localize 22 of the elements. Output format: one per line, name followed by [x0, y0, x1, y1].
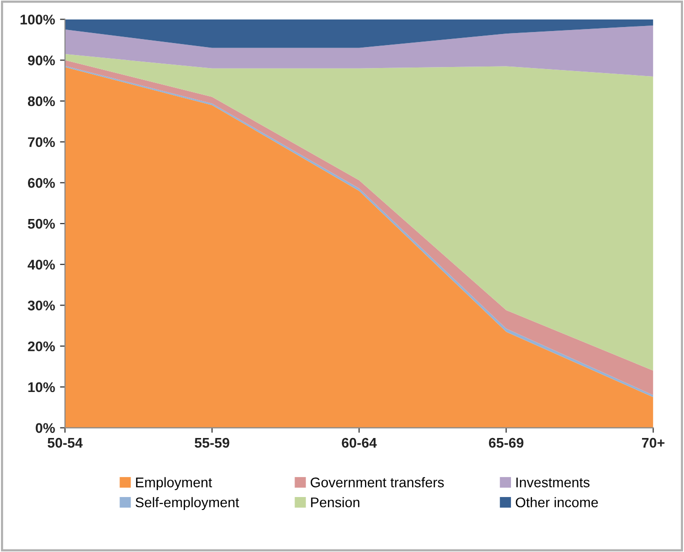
y-tick-label: 90%: [28, 56, 55, 66]
x-tick-label: 50-54: [48, 438, 83, 448]
legend-label: Pension: [311, 497, 360, 508]
y-tick-label: 10%: [28, 382, 55, 392]
legend-label: Employment: [136, 477, 212, 490]
y-tick-label: 40%: [28, 260, 55, 270]
x-tick-label: 65-69: [488, 438, 524, 448]
x-tick-label: 60-64: [342, 438, 377, 448]
y-tick-label: 80%: [28, 96, 55, 106]
y-tick-label: 50%: [28, 218, 55, 229]
y-tick-label: 60%: [28, 178, 55, 188]
x-tick-label: 70+: [642, 438, 664, 448]
y-tick-label: 100%: [20, 14, 55, 24]
legend-label: Other income: [516, 497, 598, 508]
y-tick-label: 0%: [36, 423, 55, 433]
x-tick-label: 55-59: [194, 438, 230, 448]
legend-label: Government transfers: [310, 477, 444, 488]
y-tick-label: 20%: [28, 341, 55, 352]
y-tick-label: 70%: [28, 137, 55, 148]
y-tick-label: 30%: [28, 300, 55, 310]
legend-label: Self-employment: [136, 497, 240, 510]
legend-label: Investments: [516, 478, 590, 488]
